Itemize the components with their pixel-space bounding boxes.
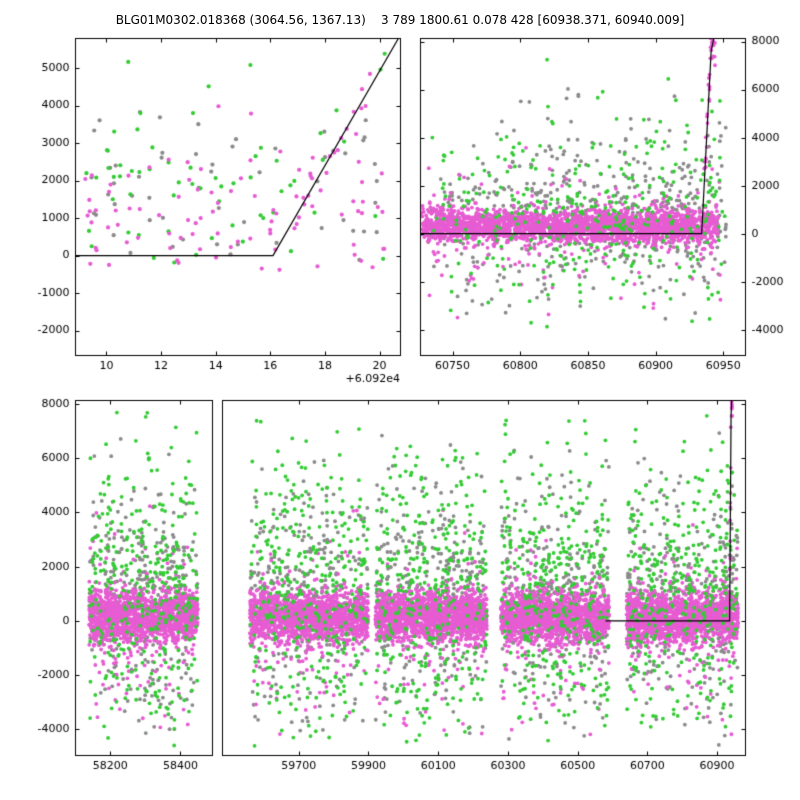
figure-title: BLG01M0302.018368 (3064.56, 1367.13) 3 7… bbox=[115, 13, 685, 27]
